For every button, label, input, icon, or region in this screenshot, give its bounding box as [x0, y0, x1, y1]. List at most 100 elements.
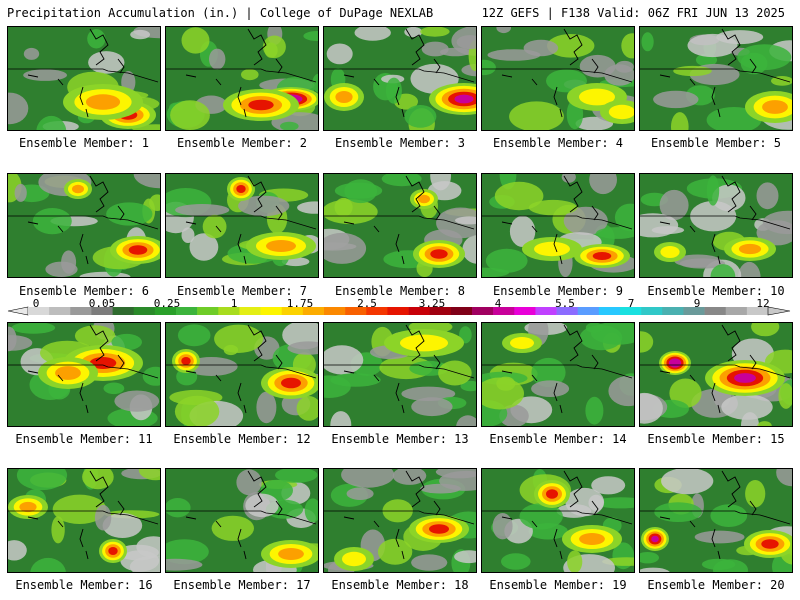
colorbar-swatch	[725, 307, 748, 315]
precip-colorbar	[7, 306, 791, 316]
precip-field	[324, 27, 476, 130]
border-line	[482, 510, 633, 525]
ensemble-member-map	[7, 322, 161, 427]
colorbar-swatch	[472, 307, 494, 315]
coastline	[343, 470, 441, 560]
coastline	[501, 28, 599, 118]
colorbar-tick-label: 1.75	[286, 297, 314, 310]
colorbar-swatch	[450, 307, 473, 315]
model-valid-time: 12Z GEFS | F138 Valid: 06Z FRI JUN 13 20…	[481, 6, 785, 20]
colorbar-swatch	[176, 307, 198, 315]
colorbar-swatch	[345, 307, 367, 315]
ensemble-member-label: Ensemble Member: 7	[176, 284, 308, 298]
border-line	[640, 364, 791, 379]
precip-field	[166, 27, 318, 130]
ensemble-member-map	[481, 173, 635, 278]
precip-field	[324, 469, 476, 572]
colorbar-swatch	[429, 307, 452, 315]
border-line	[324, 510, 475, 525]
colorbar-tick-label: 5.5	[555, 297, 575, 310]
colorbar-tick-label: 9	[693, 297, 701, 310]
colorbar-swatch	[260, 307, 283, 315]
colorbar-tick-label: 2.5	[357, 297, 377, 310]
ensemble-member-label: Ensemble Member: 4	[492, 136, 624, 150]
border-line	[640, 510, 791, 525]
ensemble-member-label: Ensemble Member: 20	[647, 578, 785, 592]
coastline	[185, 324, 283, 414]
map-title: Precipitation Accumulation (in.) | Colle…	[7, 6, 434, 20]
coastline	[27, 175, 125, 265]
coastline	[27, 28, 125, 118]
colorbar-swatch	[408, 307, 431, 315]
colorbar-swatch	[598, 307, 621, 315]
colorbar-min-arrow	[7, 306, 29, 316]
colorbar-swatch	[91, 307, 113, 315]
colorbar-swatch	[641, 307, 663, 315]
ensemble-member-map	[165, 26, 319, 131]
ensemble-member-map	[323, 468, 477, 573]
ensemble-member-label: Ensemble Member: 3	[334, 136, 466, 150]
precip-field	[166, 469, 318, 572]
precip-field	[640, 469, 792, 572]
colorbar-swatch	[366, 307, 388, 315]
ensemble-member-map	[323, 26, 477, 131]
ensemble-member-map	[639, 173, 793, 278]
precip-field	[324, 174, 476, 277]
ensemble-member-label: Ensemble Member: 14	[489, 432, 627, 446]
coastline	[343, 324, 441, 414]
border-line	[482, 215, 633, 230]
colorbar-swatch	[154, 307, 177, 315]
coastline	[501, 470, 599, 560]
border-line	[324, 215, 475, 230]
colorbar-swatch	[535, 307, 557, 315]
colorbar-swatch	[683, 307, 705, 315]
border-line	[640, 68, 791, 83]
border-line	[166, 215, 317, 230]
colorbar-swatch	[197, 307, 219, 315]
ensemble-member-map	[7, 468, 161, 573]
colorbar-swatch	[70, 307, 92, 315]
ensemble-member-label: Ensemble Member: 2	[176, 136, 308, 150]
border-line	[8, 68, 159, 83]
ensemble-member-label: Ensemble Member: 9	[492, 284, 624, 298]
ensemble-member-map	[165, 322, 319, 427]
colorbar-swatch	[49, 307, 71, 315]
precip-field	[640, 27, 792, 130]
ensemble-member-map	[323, 322, 477, 427]
precip-field	[8, 27, 160, 130]
colorbar-swatch	[704, 307, 727, 315]
border-line	[166, 510, 317, 525]
border-line	[640, 215, 791, 230]
precip-field	[166, 323, 318, 426]
ensemble-member-label: Ensemble Member: 17	[173, 578, 311, 592]
ensemble-member-map	[481, 468, 635, 573]
precip-field	[324, 323, 476, 426]
ensemble-member-label: Ensemble Member: 15	[647, 432, 785, 446]
ensemble-member-map	[481, 322, 635, 427]
ensemble-member-map	[7, 173, 161, 278]
precip-field	[166, 174, 318, 277]
coastline	[659, 175, 757, 265]
border-line	[166, 68, 317, 83]
precip-field	[640, 323, 792, 426]
coastline	[27, 324, 125, 414]
ensemble-member-map	[639, 468, 793, 573]
border-line	[8, 215, 159, 230]
precip-field	[8, 469, 160, 572]
coastline	[343, 175, 441, 265]
colorbar-tick-label: 1	[230, 297, 238, 310]
border-line	[324, 364, 475, 379]
colorbar-swatch	[239, 307, 261, 315]
ensemble-member-label: Ensemble Member: 8	[334, 284, 466, 298]
ensemble-member-label: Ensemble Member: 1	[18, 136, 150, 150]
ensemble-member-label: Ensemble Member: 13	[331, 432, 469, 446]
colorbar-swatch	[133, 307, 156, 315]
coastline	[659, 28, 757, 118]
coastline	[185, 175, 283, 265]
ensemble-member-label: Ensemble Member: 11	[15, 432, 153, 446]
ensemble-member-label: Ensemble Member: 6	[18, 284, 150, 298]
colorbar-swatch	[662, 307, 684, 315]
colorbar-tick-label: 0.05	[88, 297, 116, 310]
border-line	[8, 510, 159, 525]
colorbar-swatch	[746, 307, 769, 315]
